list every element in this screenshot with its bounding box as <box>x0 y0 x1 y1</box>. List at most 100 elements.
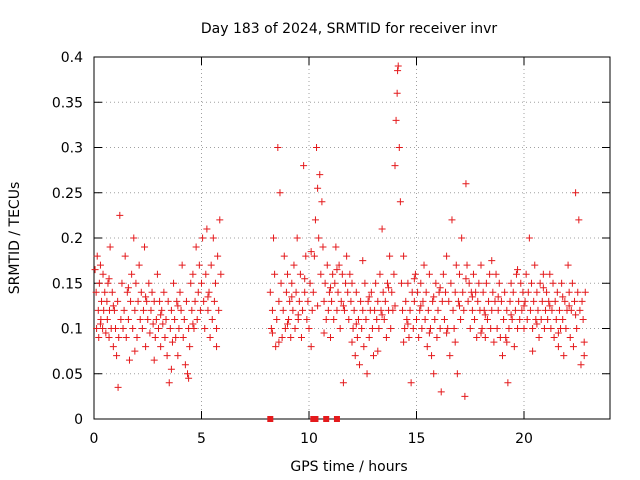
data-point-marker <box>279 306 287 314</box>
data-point-marker <box>271 270 279 278</box>
data-point-marker <box>288 279 296 287</box>
data-point-marker <box>503 306 511 314</box>
data-point-marker <box>354 315 362 323</box>
data-point-marker <box>142 343 150 351</box>
data-point-marker <box>491 297 499 305</box>
data-point-marker <box>204 293 212 301</box>
y-tick-label: 0 <box>74 412 83 428</box>
data-point-marker <box>280 252 288 260</box>
data-point-marker <box>416 306 424 314</box>
data-point-marker <box>523 315 531 323</box>
data-point-marker <box>410 275 418 283</box>
data-point-marker <box>400 252 408 260</box>
data-point-marker <box>424 306 432 314</box>
data-point-marker <box>275 338 283 346</box>
data-point-marker <box>565 288 573 296</box>
data-point-marker <box>139 306 147 314</box>
data-point-marker <box>365 293 373 301</box>
data-point-marker <box>357 297 365 305</box>
data-point-marker <box>217 270 225 278</box>
data-point-marker <box>108 288 116 296</box>
chart-title: Day 183 of 2024, SRMTID for receiver inv… <box>201 21 497 37</box>
data-point-marker <box>185 374 193 382</box>
data-point-marker <box>157 343 165 351</box>
data-point-marker <box>167 365 175 373</box>
data-point-marker <box>213 343 221 351</box>
data-point-marker <box>331 279 339 287</box>
data-point-marker <box>204 306 212 314</box>
data-point-marker <box>577 361 585 369</box>
data-point-marker <box>116 211 124 219</box>
data-point-marker <box>391 162 399 170</box>
data-point-marker <box>332 243 340 251</box>
data-point-marker <box>538 297 546 305</box>
data-point-marker <box>547 325 555 332</box>
data-point-marker <box>574 288 582 296</box>
data-point-marker <box>358 325 366 332</box>
data-point-marker <box>159 320 167 328</box>
data-point-marker <box>477 329 485 337</box>
data-point-marker <box>214 252 222 260</box>
data-point-marker <box>344 288 352 296</box>
data-point-marker <box>462 275 470 283</box>
data-point-marker <box>378 311 386 319</box>
data-point-marker <box>310 252 318 260</box>
data-point-marker <box>276 189 284 197</box>
data-point-marker <box>96 261 104 269</box>
x-tick-label: 5 <box>197 431 206 447</box>
data-point-marker <box>445 297 453 305</box>
data-point-marker <box>394 67 402 75</box>
data-point-marker <box>93 325 101 332</box>
data-point-marker <box>152 315 160 323</box>
data-point-marker <box>403 315 411 323</box>
data-point-marker <box>188 306 196 314</box>
data-point-marker <box>109 343 117 351</box>
data-point-marker <box>505 325 513 332</box>
data-point-marker <box>196 306 204 314</box>
data-point-marker <box>359 257 367 265</box>
data-point-marker <box>392 116 400 124</box>
data-point-marker <box>400 338 408 346</box>
data-point-marker <box>451 338 459 346</box>
y-tick-label: 0.2 <box>61 231 83 247</box>
data-point-marker <box>162 315 170 323</box>
data-point-marker <box>511 306 519 314</box>
data-point-marker <box>490 338 498 346</box>
data-point-marker <box>103 297 111 305</box>
data-point-marker <box>446 352 454 360</box>
data-point-marker <box>494 293 502 301</box>
data-point-marker <box>289 306 297 314</box>
data-point-marker <box>529 347 537 355</box>
data-point-marker <box>481 311 489 319</box>
data-point-marker <box>337 297 345 305</box>
data-point-marker <box>453 370 461 378</box>
data-point-marker <box>489 288 497 296</box>
data-point-marker <box>99 270 107 278</box>
data-point-marker <box>537 315 545 323</box>
data-point-marker <box>115 334 123 342</box>
data-point-marker <box>481 334 489 342</box>
data-point-marker <box>575 216 583 224</box>
data-point-marker <box>483 315 491 323</box>
data-point-marker <box>363 370 371 378</box>
data-point-marker <box>164 297 172 305</box>
data-point-marker <box>274 144 282 151</box>
data-point-marker <box>390 270 398 278</box>
data-point-marker <box>203 225 211 233</box>
data-point-marker <box>510 343 518 351</box>
data-point-marker <box>179 334 187 342</box>
y-tick-label: 0.15 <box>52 276 83 292</box>
data-point-marker <box>576 306 584 314</box>
data-point-marker <box>436 284 444 292</box>
data-point-marker <box>550 334 558 342</box>
data-point-marker <box>345 315 353 323</box>
data-point-marker <box>393 89 401 97</box>
data-point-marker <box>542 306 549 314</box>
data-point-marker <box>160 288 168 296</box>
data-point-marker <box>133 334 141 342</box>
data-point-marker <box>176 288 184 296</box>
data-point-marker <box>151 334 159 342</box>
data-point-marker <box>150 356 158 364</box>
data-point-marker <box>118 279 126 287</box>
data-point-marker <box>544 315 552 323</box>
